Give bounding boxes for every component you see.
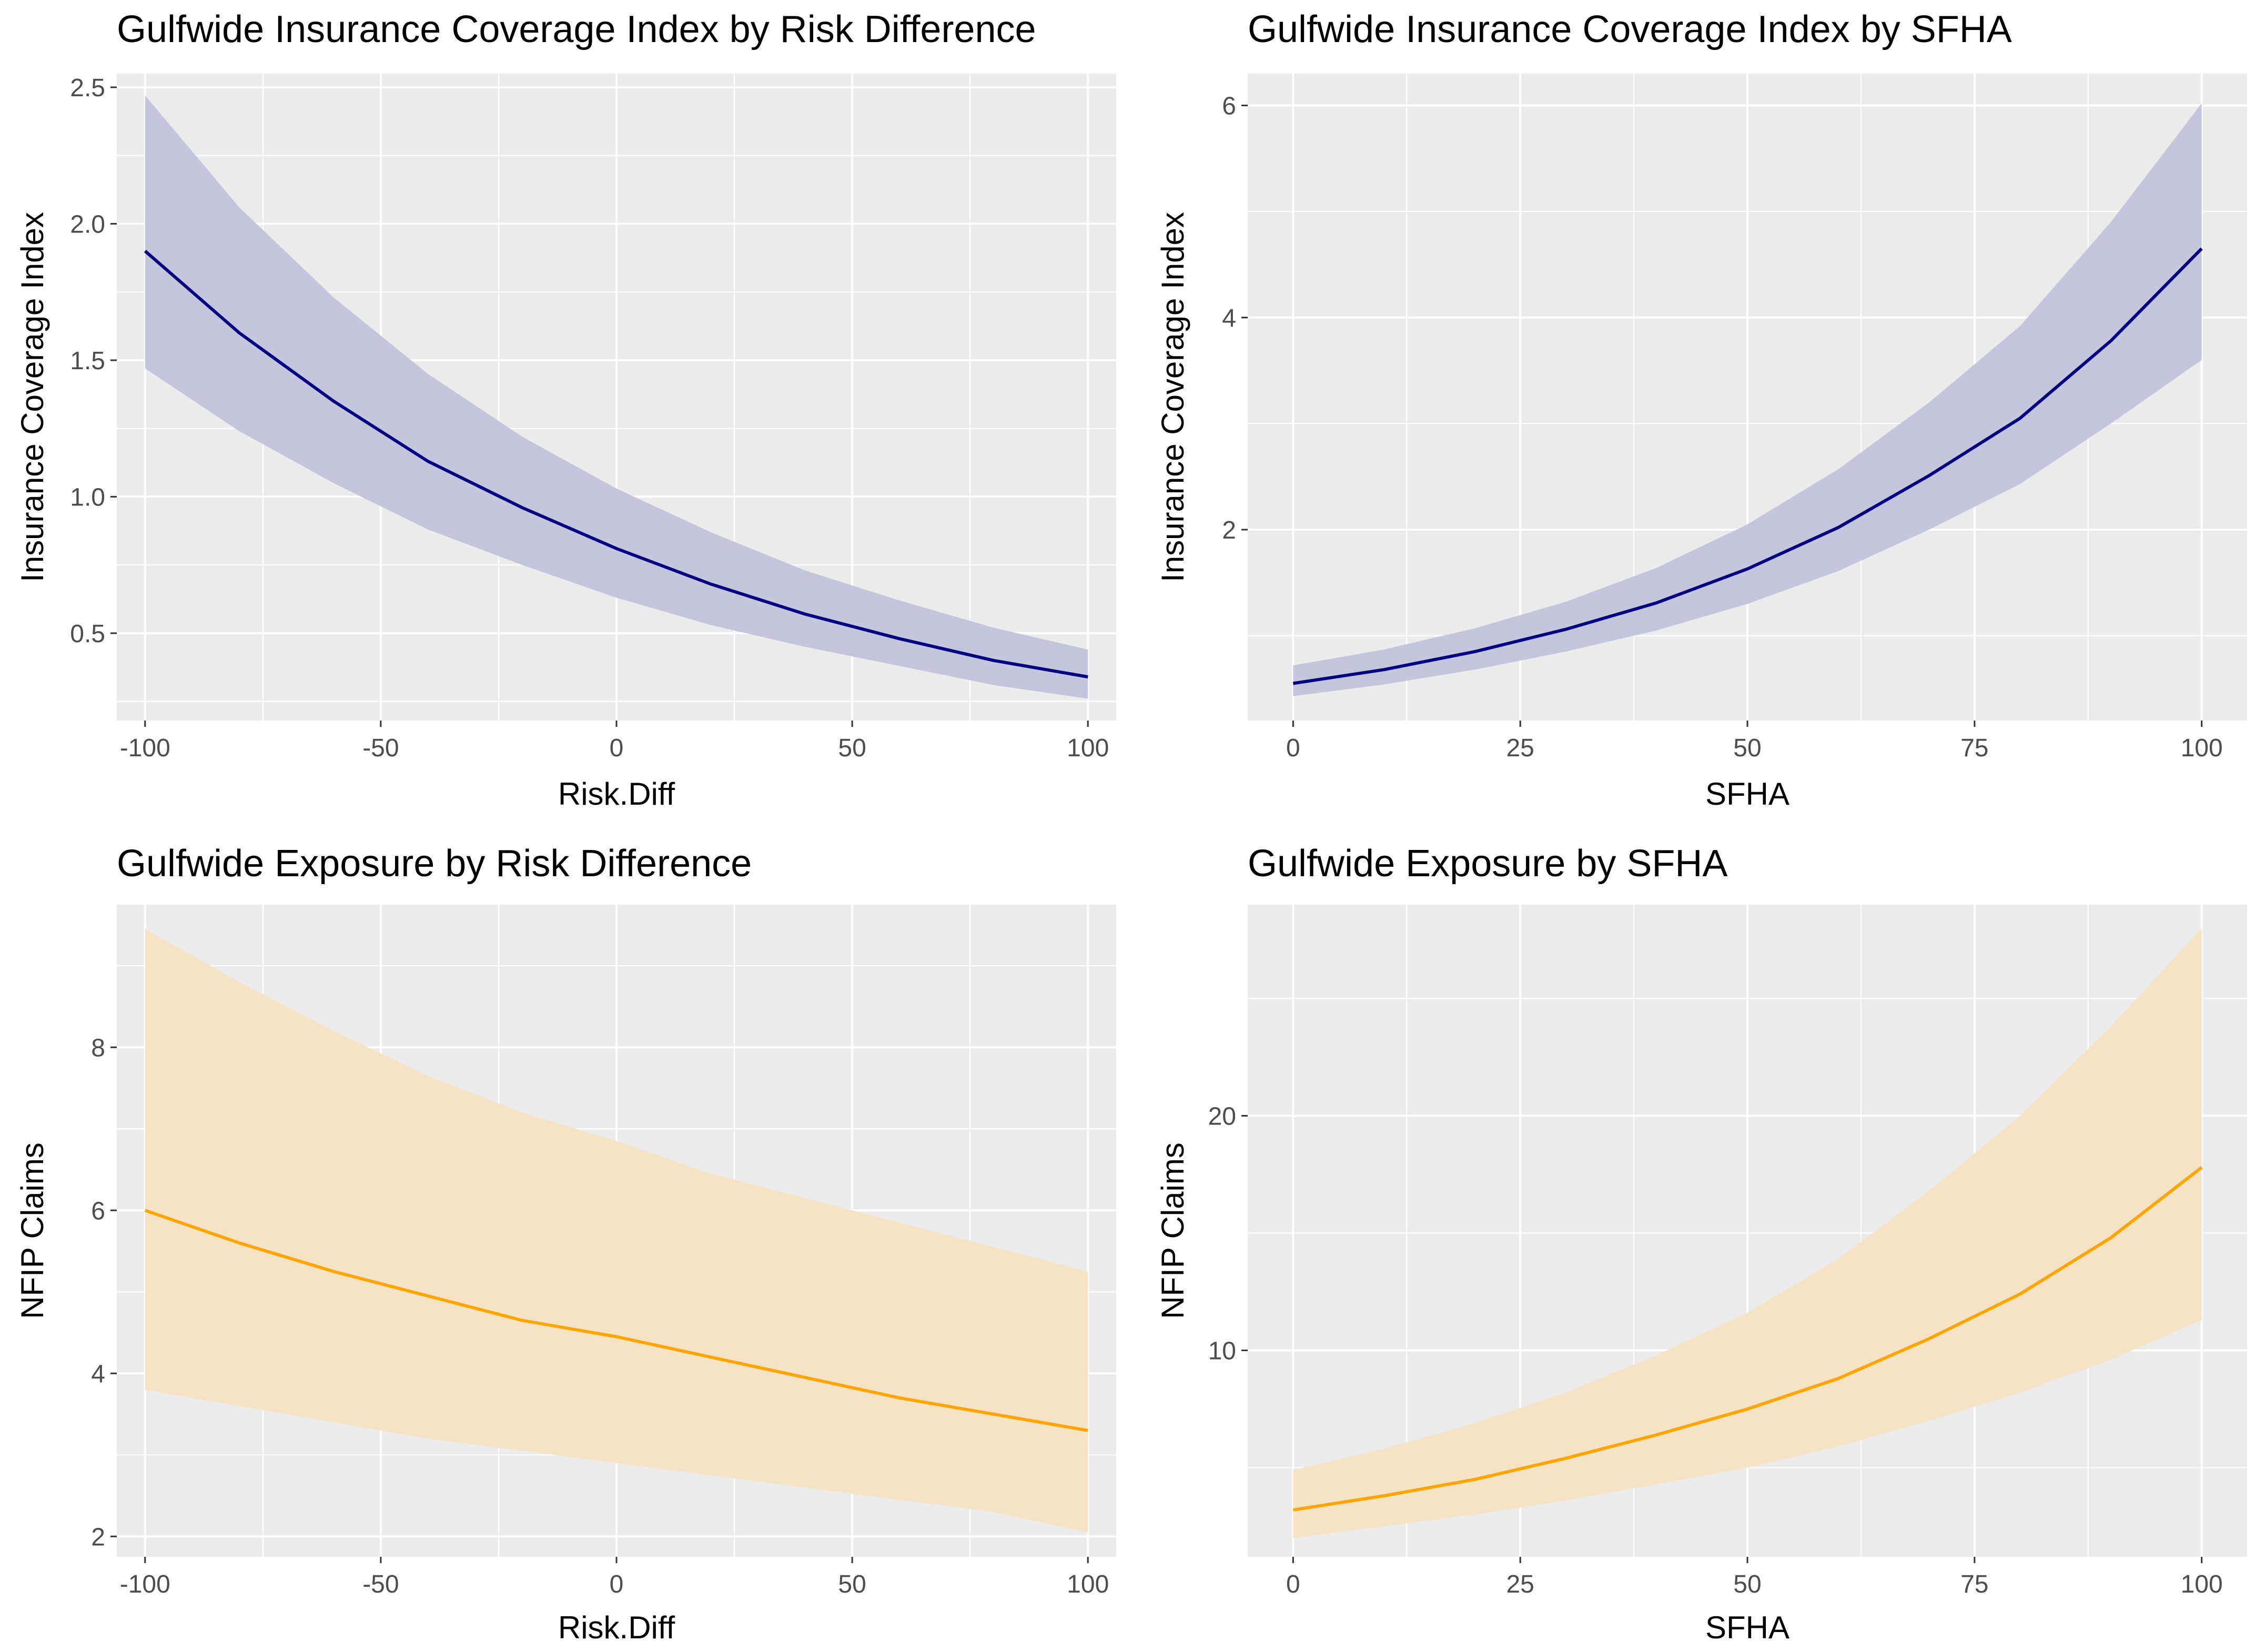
x-tick-label: 75 (1960, 734, 1988, 762)
x-tick-label: 0 (610, 1570, 624, 1598)
x-tick-label: 100 (1067, 1570, 1109, 1598)
x-axis-label: SFHA (1705, 776, 1789, 812)
x-tick-label: 0 (1286, 734, 1300, 762)
confidence-ribbon (145, 929, 1088, 1533)
y-tick-label: 6 (91, 1197, 105, 1225)
x-tick-label: 50 (1733, 1570, 1761, 1598)
x-tick-label: -50 (362, 1570, 399, 1598)
y-tick-label: 0.5 (70, 620, 105, 648)
x-tick-label: -100 (120, 1570, 170, 1598)
x-tick-label: 50 (1733, 734, 1761, 762)
x-axis-ticks: -100 -50 0 50 100 (120, 1557, 1109, 1598)
y-tick-label: 1.5 (70, 347, 105, 375)
chart-title: Gulfwide Insurance Coverage Index by Ris… (117, 8, 1036, 50)
y-axis-label: Insurance Coverage Index (15, 212, 50, 582)
y-tick-label: 2.0 (70, 210, 105, 238)
panel-exposure-by-sfha: Gulfwide Exposure by SFHA 10 20 0 25 50 … (1155, 843, 2247, 1645)
y-axis-ticks: 10 20 (1208, 1102, 1248, 1365)
x-axis-ticks: 0 25 50 75 100 (1286, 1557, 2223, 1598)
y-axis-ticks: 2 4 6 8 (91, 1034, 117, 1551)
y-tick-label: 4 (1222, 305, 1236, 332)
x-tick-label: 0 (610, 734, 624, 762)
x-axis-label: Risk.Diff (558, 776, 675, 812)
y-tick-label: 6 (1222, 92, 1236, 120)
y-axis-label: Insurance Coverage Index (1155, 212, 1190, 582)
x-tick-label: 25 (1506, 734, 1534, 762)
x-axis-ticks: -100 -50 0 50 100 (120, 721, 1109, 762)
y-tick-label: 8 (91, 1034, 105, 1062)
y-tick-label: 10 (1208, 1337, 1236, 1365)
chart-title: Gulfwide Insurance Coverage Index by SFH… (1248, 8, 2012, 50)
panel-exposure-by-risk-diff: Gulfwide Exposure by Risk Difference 2 4… (15, 843, 1116, 1645)
y-axis-ticks: 2 4 6 (1222, 92, 1248, 544)
y-tick-label: 2 (91, 1523, 105, 1551)
y-axis-label: NFIP Claims (1155, 1142, 1190, 1319)
x-tick-label: 0 (1286, 1570, 1300, 1598)
x-tick-label: 75 (1960, 1570, 1988, 1598)
panel-coverage-by-risk-diff: Gulfwide Insurance Coverage Index by Ris… (15, 8, 1116, 812)
chart-title: Gulfwide Exposure by Risk Difference (117, 843, 752, 885)
x-tick-label: 50 (838, 1570, 866, 1598)
x-tick-label: 100 (2181, 734, 2223, 762)
x-tick-label: -50 (362, 734, 399, 762)
fitted-line (1292, 247, 2203, 685)
confidence-ribbon (1293, 103, 2202, 696)
fitted-line (144, 250, 1088, 678)
panel-coverage-by-sfha: Gulfwide Insurance Coverage Index by SFH… (1155, 8, 2247, 812)
x-axis-label: SFHA (1705, 1610, 1789, 1645)
x-tick-label: -100 (120, 734, 170, 762)
y-tick-label: 20 (1208, 1102, 1236, 1130)
x-axis-ticks: 0 25 50 75 100 (1286, 721, 2223, 762)
chart-title: Gulfwide Exposure by SFHA (1248, 843, 1727, 885)
fitted-line (144, 1209, 1088, 1432)
x-tick-label: 100 (1067, 734, 1109, 762)
y-tick-label: 4 (91, 1360, 105, 1388)
y-tick-label: 2 (1222, 516, 1236, 544)
y-axis-label: NFIP Claims (15, 1142, 50, 1319)
y-tick-label: 2.5 (70, 74, 105, 102)
x-axis-label: Risk.Diff (558, 1610, 675, 1645)
y-tick-label: 1.0 (70, 483, 105, 511)
confidence-ribbon (1293, 928, 2202, 1538)
x-tick-label: 50 (838, 734, 866, 762)
x-tick-label: 100 (2181, 1570, 2223, 1598)
x-tick-label: 25 (1506, 1570, 1534, 1598)
confidence-ribbon (145, 95, 1088, 699)
y-axis-ticks: 0.5 1.0 1.5 2.0 2.5 (70, 74, 117, 648)
fitted-line (1292, 1166, 2203, 1512)
